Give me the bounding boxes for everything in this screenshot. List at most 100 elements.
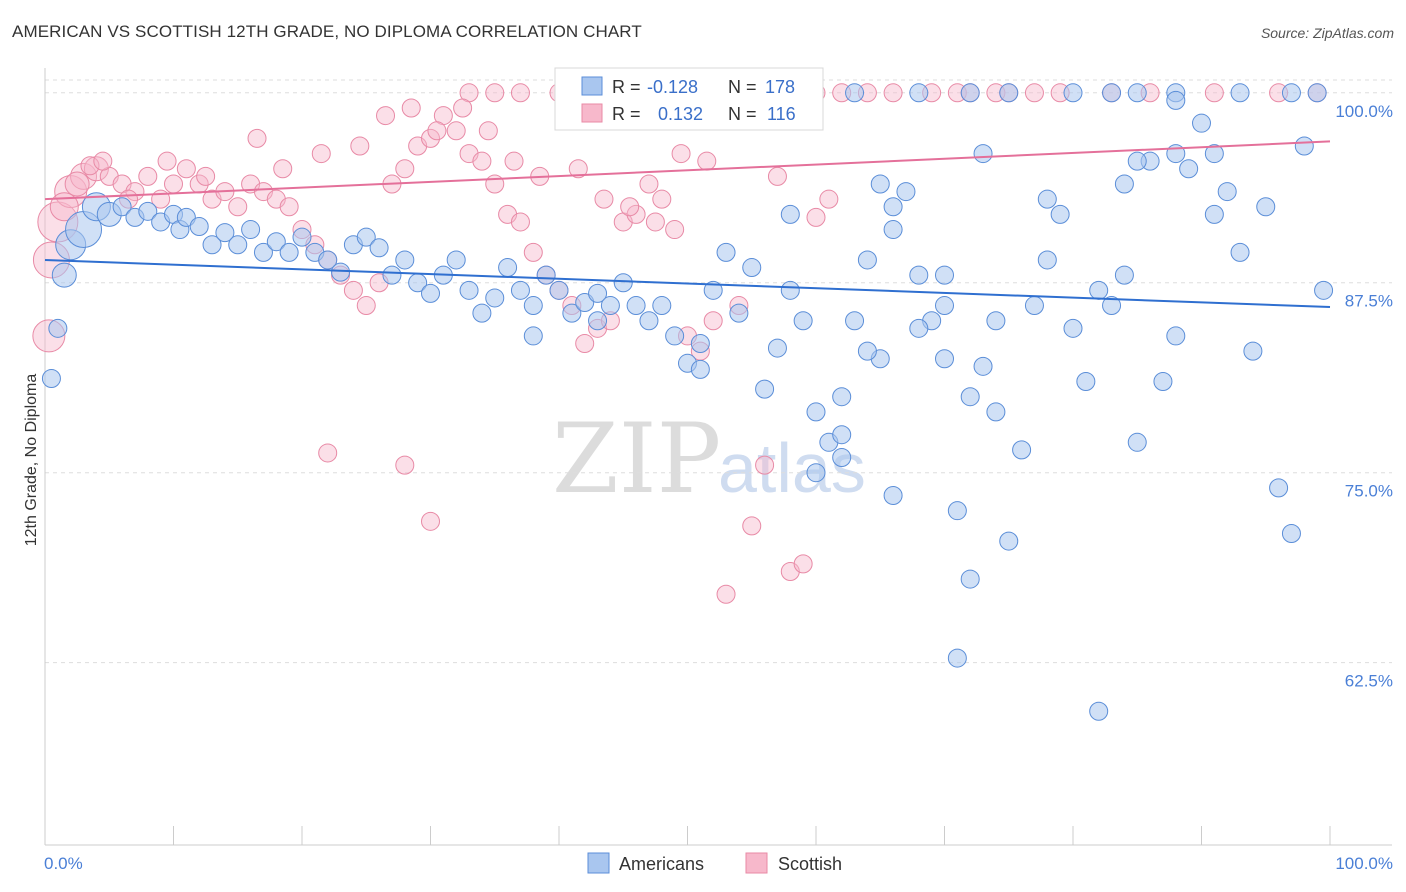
series-americans-points	[41, 83, 1334, 721]
scottish-point	[421, 128, 440, 148]
x-tick-label: 0.0%	[44, 854, 83, 873]
scottish-point	[311, 144, 331, 164]
american-point	[1127, 83, 1147, 103]
american-point	[806, 463, 826, 483]
american-point	[1127, 151, 1147, 171]
american-point	[1102, 296, 1122, 316]
scottish-point	[742, 516, 762, 536]
american-point	[1024, 296, 1044, 316]
american-point	[935, 265, 954, 285]
american-point	[780, 280, 800, 300]
trend-line-americans	[44, 258, 1331, 309]
american-point	[241, 220, 261, 240]
scottish-point	[620, 197, 640, 217]
american-point	[1204, 144, 1224, 164]
scottish-point	[376, 106, 396, 126]
american-point	[1256, 197, 1276, 217]
correlation-legend: R = -0.128 N = 178 R = 0.132 N = 116	[554, 67, 824, 131]
american-point	[41, 368, 61, 388]
american-point	[639, 311, 659, 331]
american-point	[755, 379, 775, 399]
american-point	[1037, 189, 1057, 209]
american-point	[472, 303, 492, 323]
y-tick-label: 75.0%	[1345, 482, 1393, 501]
american-point	[202, 235, 222, 255]
american-point	[626, 296, 646, 316]
scottish-point	[767, 166, 787, 186]
scottish-point	[395, 455, 415, 475]
scottish-point	[626, 204, 646, 224]
american-point	[51, 262, 77, 288]
american-point	[228, 235, 248, 255]
american-point	[48, 318, 68, 338]
bottom-legend-americans: Americans	[619, 854, 704, 874]
american-point	[575, 293, 595, 312]
american-point	[459, 280, 479, 300]
american-point	[600, 296, 620, 316]
legend-n-value-1: 178	[765, 77, 795, 97]
scottish-point	[697, 151, 717, 171]
american-point	[189, 217, 209, 237]
bottom-legend-scottish: Scottish	[778, 854, 842, 874]
american-point	[960, 387, 980, 407]
american-point	[1294, 136, 1314, 156]
scottish-point	[485, 174, 505, 194]
american-point	[986, 311, 1006, 331]
american-point	[986, 402, 1006, 422]
legend-r-value-1: -0.128	[647, 77, 698, 97]
scottish-point	[273, 159, 293, 179]
series-legend: Americans Scottish	[587, 852, 842, 874]
american-point	[1314, 280, 1334, 300]
y-tick-label: 87.5%	[1345, 292, 1393, 311]
american-point	[793, 311, 813, 331]
y-tick-labels: 100.0% 87.5% 75.0% 62.5%	[1335, 102, 1393, 691]
american-point	[1114, 174, 1134, 194]
american-point	[767, 338, 787, 358]
american-point	[536, 265, 556, 285]
scottish-point	[819, 189, 839, 209]
scottish-point	[93, 151, 113, 171]
american-point	[279, 242, 299, 262]
y-tick-label: 62.5%	[1345, 672, 1393, 691]
legend-swatch-scottish	[581, 103, 603, 123]
american-point	[613, 273, 633, 293]
scottish-point	[138, 166, 158, 186]
legend-swatch-americans	[581, 76, 603, 96]
legend-n-value-2: 116	[767, 104, 796, 124]
american-point	[176, 207, 196, 227]
american-point	[1166, 90, 1186, 110]
american-point	[896, 182, 916, 202]
american-point	[369, 238, 389, 258]
scottish-point	[523, 242, 543, 262]
american-point	[1179, 159, 1199, 179]
american-point	[909, 83, 929, 103]
bottom-legend-swatch-americans	[587, 852, 610, 874]
scottish-point	[279, 197, 299, 217]
american-point	[1063, 83, 1083, 103]
american-point	[253, 242, 273, 262]
scottish-point	[64, 171, 90, 197]
american-point	[870, 174, 890, 194]
american-point	[883, 220, 903, 240]
american-point	[1230, 83, 1250, 103]
american-point	[1166, 326, 1186, 346]
american-point	[1217, 182, 1237, 202]
american-point	[588, 311, 608, 331]
american-point	[498, 258, 518, 278]
y-tick-label: 100.0%	[1335, 102, 1393, 121]
american-point	[523, 296, 543, 316]
scottish-point	[446, 121, 466, 141]
american-point	[999, 531, 1019, 551]
scottish-point	[665, 220, 685, 240]
american-point	[588, 283, 608, 303]
scottish-point	[478, 121, 498, 141]
scottish-point	[176, 159, 196, 179]
scottish-point	[671, 144, 691, 164]
american-point	[1127, 432, 1147, 452]
scottish-point	[80, 156, 100, 176]
american-point	[523, 326, 543, 346]
american-point	[1192, 113, 1211, 133]
axes	[44, 68, 1392, 846]
scottish-point	[70, 162, 98, 190]
scottish-point	[350, 136, 370, 156]
